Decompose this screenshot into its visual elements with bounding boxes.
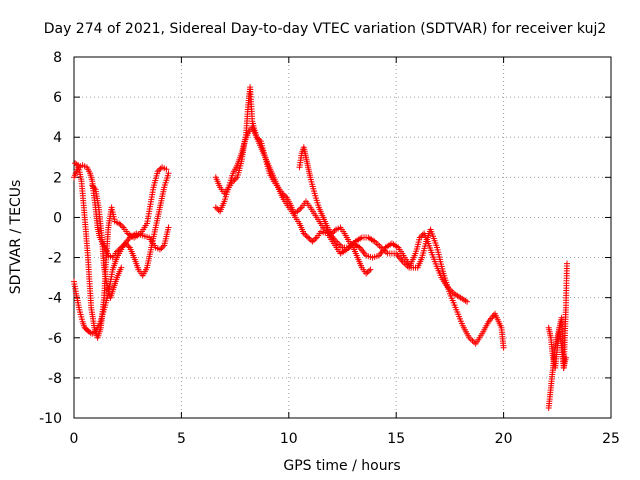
data-point-marker <box>309 238 316 245</box>
data-point-marker <box>165 224 172 231</box>
series-track-f <box>212 84 507 351</box>
data-point-marker <box>125 243 132 250</box>
y-tick-label: 8 <box>53 50 62 66</box>
data-point-marker <box>163 166 170 173</box>
data-point-marker <box>464 298 471 305</box>
series-track-d <box>89 182 125 301</box>
data-point-marker <box>91 185 98 191</box>
y-axis-label: SDTVAR / TECUs <box>8 180 24 295</box>
y-tick-label: -4 <box>48 291 62 307</box>
y-tick-label: 4 <box>53 130 62 146</box>
data-point-marker <box>328 230 335 237</box>
chart-title: Day 274 of 2021, Sidereal Day-to-day VTE… <box>44 21 607 37</box>
data-point-marker <box>500 344 507 351</box>
data-point-marker <box>158 245 165 252</box>
data-point-marker <box>366 267 372 274</box>
y-tick-label: 0 <box>53 210 62 226</box>
series-track-b <box>71 162 172 279</box>
data-point-marker <box>279 190 286 197</box>
axis-ticks <box>73 56 612 419</box>
series-track-e <box>212 124 471 305</box>
grid-lines <box>74 57 611 418</box>
x-tick-label: 20 <box>495 431 513 447</box>
data-point-marker <box>306 235 313 242</box>
data-point-marker <box>364 269 371 276</box>
data-point-marker <box>114 248 120 255</box>
data-point-marker <box>115 247 122 254</box>
data-point-marker <box>418 233 425 240</box>
data-point-marker <box>159 243 166 250</box>
data-point-marker <box>118 264 125 271</box>
data-point-marker <box>312 235 319 242</box>
data-point-marker <box>116 220 123 227</box>
data-point-marker <box>564 260 570 267</box>
x-tick-label: 25 <box>602 431 620 447</box>
x-tick-label: 15 <box>387 431 405 447</box>
data-point-marker <box>303 233 310 240</box>
data-point-marker <box>330 229 337 236</box>
y-tick-labels: -10 -8 -6 -4 -2 0 2 4 6 8 <box>39 50 62 427</box>
y-tick-label: -2 <box>48 251 62 267</box>
series-track-i <box>545 324 569 371</box>
data-point-marker <box>119 223 125 230</box>
data-point-marker <box>253 134 260 141</box>
x-tick-label: 10 <box>280 431 298 447</box>
x-axis-label: GPS time / hours <box>283 458 400 474</box>
y-tick-label: -8 <box>48 371 62 387</box>
y-tick-label: 2 <box>53 170 62 186</box>
y-tick-label: -6 <box>48 331 62 347</box>
data-point-marker <box>119 243 126 250</box>
data-points <box>71 84 570 411</box>
x-tick-label: 0 <box>70 431 79 447</box>
data-point-marker <box>124 241 130 248</box>
data-point-marker <box>367 266 374 273</box>
data-point-marker <box>154 168 161 175</box>
y-tick-label: 6 <box>53 90 62 106</box>
data-point-marker <box>297 205 304 212</box>
y-tick-label: -10 <box>39 411 62 427</box>
data-point-marker <box>122 240 129 247</box>
x-tick-labels: 0 5 10 15 20 25 <box>70 431 620 447</box>
x-tick-label: 5 <box>177 431 186 447</box>
data-point-marker <box>255 135 261 142</box>
data-point-marker <box>212 204 219 211</box>
data-point-marker <box>165 170 172 177</box>
data-point-marker <box>302 231 309 238</box>
data-point-marker <box>118 244 125 251</box>
data-point-marker <box>280 191 287 198</box>
data-point-marker <box>214 205 221 212</box>
data-point-marker <box>156 167 163 173</box>
data-point-marker <box>305 234 312 241</box>
data-point-marker <box>232 175 239 182</box>
data-point-marker <box>310 237 317 244</box>
plot-frame <box>73 56 612 419</box>
series-track-g <box>296 144 374 277</box>
data-point-marker <box>562 354 569 361</box>
